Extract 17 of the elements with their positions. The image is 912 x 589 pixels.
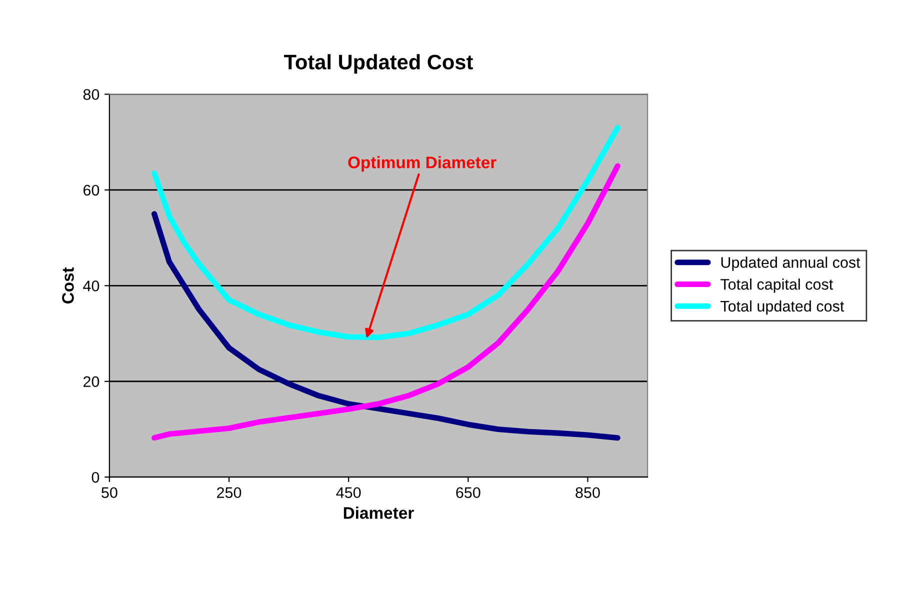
x-tick-label: 250 (217, 487, 242, 498)
legend-label: Total updated cost (720, 300, 844, 315)
y-tick-label: 80 (83, 89, 100, 100)
y-tick-label: 40 (83, 280, 100, 292)
y-tick-label: 20 (83, 376, 100, 388)
chart-title: Total Updated Cost (284, 54, 473, 74)
legend-label: Total capital cost (720, 278, 834, 293)
y-axis-title: Cost (62, 267, 74, 304)
annotation: Optimum Diameter (348, 156, 496, 172)
x-tick-label: 650 (456, 487, 480, 498)
x-axis-title: Diameter (344, 506, 414, 519)
x-tick-label: 450 (336, 487, 361, 498)
x-tick-label: 850 (576, 487, 600, 498)
y-tick-label: 0 (92, 472, 100, 483)
y-tick-label: 60 (84, 184, 100, 196)
x-tick-label: 50 (102, 487, 118, 498)
legend-label: Updated annual cost (721, 256, 860, 271)
